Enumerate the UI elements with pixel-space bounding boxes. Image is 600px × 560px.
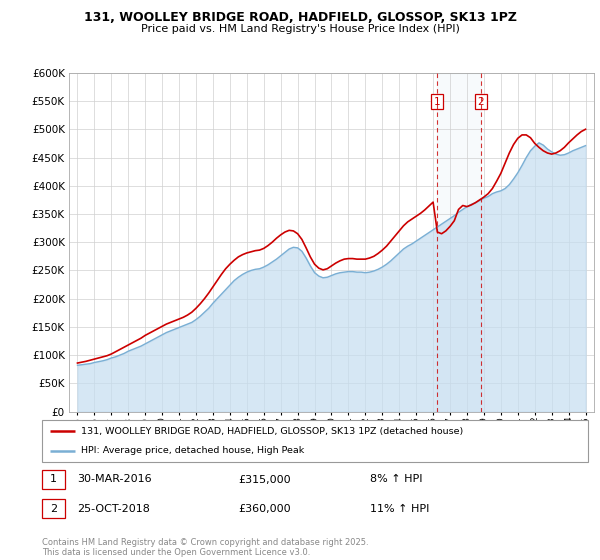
Text: HPI: Average price, detached house, High Peak: HPI: Average price, detached house, High…	[82, 446, 305, 455]
Text: 1: 1	[434, 96, 440, 106]
Text: 1: 1	[50, 474, 57, 484]
Text: £315,000: £315,000	[239, 474, 291, 484]
Bar	[42, 470, 65, 489]
Text: £360,000: £360,000	[239, 504, 291, 514]
Text: 11% ↑ HPI: 11% ↑ HPI	[370, 504, 429, 514]
Text: Price paid vs. HM Land Registry's House Price Index (HPI): Price paid vs. HM Land Registry's House …	[140, 24, 460, 34]
Text: 8% ↑ HPI: 8% ↑ HPI	[370, 474, 422, 484]
Text: 25-OCT-2018: 25-OCT-2018	[77, 504, 151, 514]
Bar	[437, 73, 481, 412]
Text: 131, WOOLLEY BRIDGE ROAD, HADFIELD, GLOSSOP, SK13 1PZ (detached house): 131, WOOLLEY BRIDGE ROAD, HADFIELD, GLOS…	[82, 427, 464, 436]
Text: 2: 2	[478, 96, 484, 106]
Text: Contains HM Land Registry data © Crown copyright and database right 2025.
This d: Contains HM Land Registry data © Crown c…	[42, 538, 368, 557]
Text: 2: 2	[50, 504, 57, 514]
Text: 131, WOOLLEY BRIDGE ROAD, HADFIELD, GLOSSOP, SK13 1PZ: 131, WOOLLEY BRIDGE ROAD, HADFIELD, GLOS…	[83, 11, 517, 24]
Bar	[42, 500, 65, 519]
Text: 30-MAR-2016: 30-MAR-2016	[77, 474, 152, 484]
